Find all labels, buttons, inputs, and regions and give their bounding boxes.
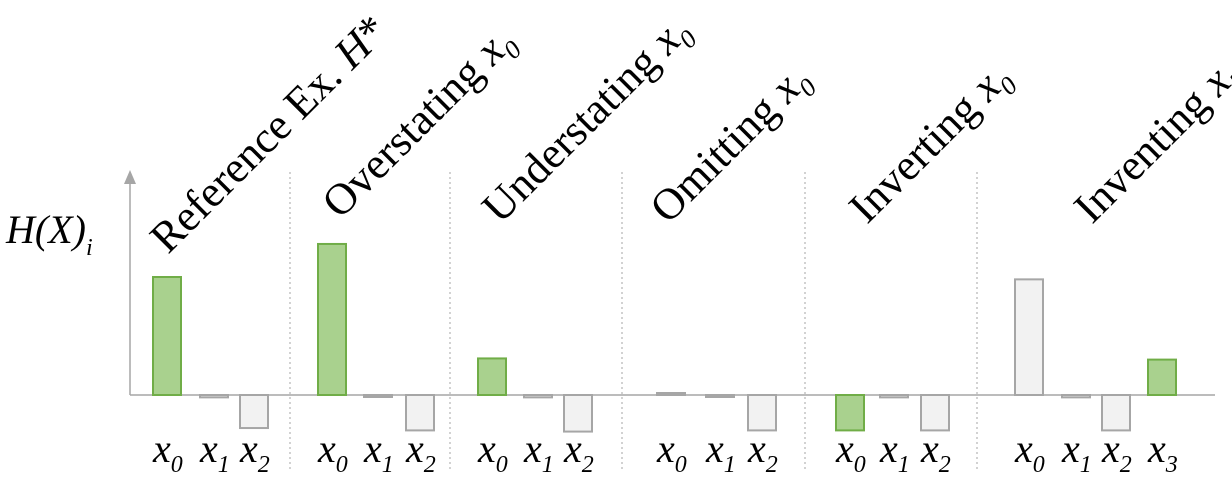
y-axis-arrow [124, 170, 136, 184]
tick-label-panel6-x0: x0 [1014, 426, 1045, 478]
tick-label-panel2-x1: x1 [363, 426, 394, 478]
tick-label-panel6-x3: x3 [1147, 426, 1178, 478]
tick-label-panel2-x2: x2 [405, 426, 436, 478]
bar-panel5-x1 [879, 394, 909, 399]
tick-label-panel6-x2: x2 [1101, 426, 1132, 478]
bars-group [152, 242, 1177, 433]
bar-panel6-x0 [1014, 278, 1044, 396]
bar-panel6-x1 [1061, 394, 1091, 399]
bar-panel5-x2 [920, 394, 950, 432]
bar-panel6-x3 [1147, 358, 1177, 397]
tick-label-panel1-x2: x2 [239, 426, 270, 478]
tick-labels: x0 x1 x2 x0 x1 x2 x0 x1 x2 x0 x1 x2 x0 x1 x2 x0 x1 x2 x3 [152, 426, 1178, 478]
panel-title-1: Reference Ex. H* [140, 5, 397, 262]
bar-panel4-x0 [656, 392, 686, 396]
bar-panel1-x2 [239, 394, 269, 430]
bar-panel2-x1 [363, 394, 393, 398]
bar-panel1-x0 [152, 276, 182, 396]
tick-label-panel4-x2: x2 [747, 426, 778, 478]
tick-label-panel2-x0: x0 [317, 426, 348, 478]
tick-label-panel4-x1: x1 [705, 426, 736, 478]
bar-panel3-x2 [563, 394, 593, 433]
panel-titles: Reference Ex. H*Overstating x0Understati… [140, 5, 1232, 262]
tick-label-panel1-x0: x0 [152, 426, 183, 478]
tick-label-panel5-x1: x1 [879, 426, 910, 478]
tick-label-panel4-x0: x0 [656, 426, 687, 478]
tick-label-panel3-x0: x0 [477, 426, 508, 478]
tick-label-panel5-x0: x0 [835, 426, 866, 478]
bar-panel3-x1 [523, 394, 553, 399]
bar-panel2-x0 [317, 242, 347, 396]
panel-title-4: Omitting x0 [640, 54, 822, 236]
tick-label-panel3-x1: x1 [523, 426, 554, 478]
bar-panel6-x2 [1101, 394, 1131, 432]
bar-panel4-x2 [747, 394, 777, 432]
tick-label-panel6-x1: x1 [1061, 426, 1092, 478]
bar-panel5-x0 [835, 394, 865, 432]
bar-panel1-x1 [199, 394, 229, 399]
bar-panel4-x1 [705, 394, 735, 398]
panel-title-5: Inverting x0 [839, 53, 1023, 237]
tick-label-panel3-x2: x2 [563, 426, 594, 478]
panel-title-6: Inventing x3 [1064, 47, 1232, 236]
tick-label-panel5-x2: x2 [920, 426, 951, 478]
tick-label-panel1-x1: x1 [199, 426, 230, 478]
bar-panel2-x2 [405, 394, 435, 432]
y-axis-label: H(X)i [5, 207, 93, 261]
bar-panel3-x0 [477, 357, 507, 397]
